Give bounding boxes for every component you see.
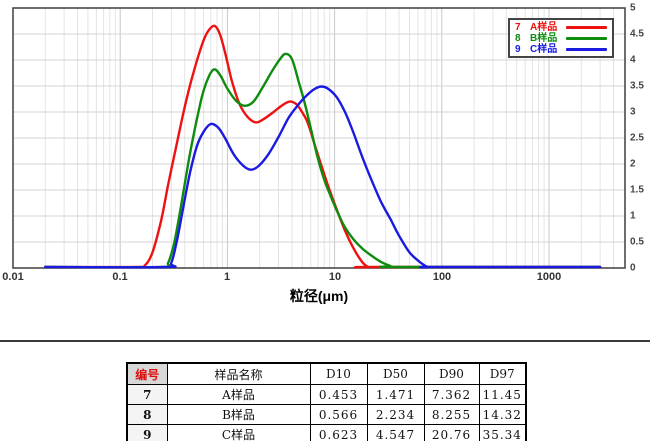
cell-id: 8 (126, 404, 168, 425)
chart-legend: 7 A样品 8 B样品 9 C样品 (508, 18, 614, 58)
cell-d50: 2.234 (366, 404, 425, 425)
col-header-d10: D10 (309, 362, 368, 385)
cell-d10: 0.566 (309, 404, 368, 425)
legend-item-sample-c[interactable]: 9 C样品 (515, 44, 607, 55)
legend-number: 8 (515, 33, 521, 44)
y-tick-0: 0 (630, 262, 636, 274)
legend-label: C样品 (530, 44, 558, 55)
x-axis-title: 粒径(μm) (289, 288, 349, 304)
y-tick-1.5: 1.5 (630, 184, 644, 196)
cell-d10: 0.623 (309, 424, 368, 441)
legend-label: B样品 (530, 33, 558, 44)
y-tick-4: 4 (630, 54, 636, 66)
particle-size-chart: 0.01 0.1 1 10 100 1000 5 4.5 4 3.5 3 2.5… (2, 2, 644, 305)
x-tick-100: 100 (432, 271, 452, 283)
legend-label: A样品 (530, 22, 558, 33)
y-tick-3.5: 3.5 (630, 80, 644, 92)
col-header-d90: D90 (423, 362, 480, 385)
y-tick-2.5: 2.5 (630, 132, 644, 144)
chart-canvas (12, 7, 626, 269)
cell-d50: 4.547 (366, 424, 425, 441)
y-tick-3: 3 (630, 106, 636, 118)
curve-sample-7 (44, 24, 602, 269)
col-header-d50: D50 (366, 362, 425, 385)
legend-line-swatch-icon (566, 37, 607, 40)
cell-d90: 20.76 (423, 424, 480, 441)
cell-id: 7 (126, 384, 168, 405)
x-tick-1: 1 (223, 271, 231, 283)
legend-item-sample-a[interactable]: 7 A样品 (515, 22, 607, 33)
col-header-sample-name: 样品名称 (166, 362, 311, 385)
table-row-sample-b: 8 B样品 0.566 2.234 8.255 14.32 (126, 404, 527, 425)
results-table: 编号 样品名称 D10 D50 D90 D97 7 A样品 0.453 1.47… (126, 362, 527, 441)
cell-id: 9 (126, 424, 168, 441)
cell-sample-name: C样品 (166, 424, 311, 441)
cell-d10: 0.453 (309, 384, 368, 405)
cell-d90: 8.255 (423, 404, 480, 425)
table-row-sample-c: 9 C样品 0.623 4.547 20.76 35.34 (126, 424, 527, 441)
y-tick-1: 1 (630, 210, 636, 222)
cell-d97: 35.34 (478, 424, 527, 441)
legend-line-swatch-icon (566, 26, 607, 29)
y-tick-0.5: 0.5 (630, 236, 644, 248)
col-header-id: 编号 (126, 362, 168, 385)
curve-sample-8 (44, 52, 602, 269)
cell-sample-name: A样品 (166, 384, 311, 405)
y-tick-2: 2 (630, 158, 636, 170)
section-divider (0, 340, 650, 342)
legend-line-swatch-icon (566, 48, 607, 51)
table-header-row: 编号 样品名称 D10 D50 D90 D97 (126, 362, 527, 385)
cell-sample-name: B样品 (166, 404, 311, 425)
curve-sample-9 (44, 85, 602, 269)
legend-item-sample-b[interactable]: 8 B样品 (515, 33, 607, 44)
y-tick-4.5: 4.5 (630, 28, 644, 40)
cell-d97: 14.32 (478, 404, 527, 425)
table-row-sample-a: 7 A样品 0.453 1.471 7.362 11.45 (126, 384, 527, 405)
cell-d90: 7.362 (423, 384, 480, 405)
y-tick-5: 5 (630, 2, 636, 14)
x-tick-0.1: 0.1 (112, 271, 128, 283)
cell-d50: 1.471 (366, 384, 425, 405)
col-header-d97: D97 (478, 362, 527, 385)
x-tick-1000: 1000 (536, 271, 562, 283)
legend-number: 9 (515, 44, 521, 55)
cell-d97: 11.45 (478, 384, 527, 405)
x-tick-10: 10 (328, 271, 342, 283)
x-tick-0.01: 0.01 (2, 271, 24, 283)
legend-number: 7 (515, 22, 521, 33)
